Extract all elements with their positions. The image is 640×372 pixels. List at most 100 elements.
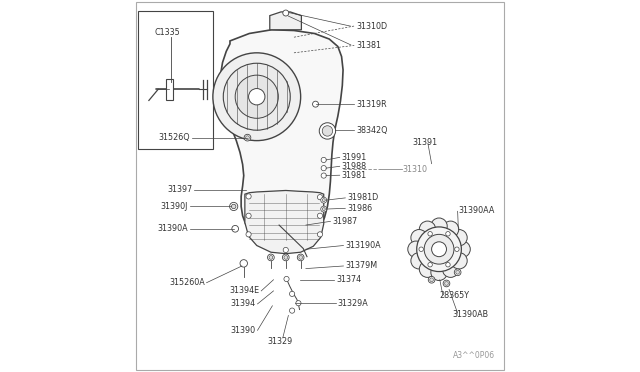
- Circle shape: [451, 230, 467, 246]
- Bar: [138, 11, 213, 149]
- Circle shape: [268, 254, 275, 261]
- Circle shape: [319, 123, 335, 139]
- Text: 31397: 31397: [167, 185, 193, 194]
- Circle shape: [321, 173, 326, 178]
- Circle shape: [284, 256, 287, 259]
- Circle shape: [431, 242, 447, 257]
- Text: 31988: 31988: [342, 162, 367, 171]
- Circle shape: [451, 253, 467, 269]
- Polygon shape: [245, 190, 324, 254]
- Circle shape: [429, 278, 433, 282]
- Circle shape: [411, 253, 428, 269]
- Text: 31319R: 31319R: [356, 100, 387, 109]
- Circle shape: [284, 276, 289, 282]
- Circle shape: [240, 260, 248, 267]
- Circle shape: [428, 276, 435, 283]
- Circle shape: [456, 270, 460, 274]
- Text: 31526Q: 31526Q: [159, 133, 191, 142]
- Polygon shape: [166, 79, 173, 100]
- Circle shape: [296, 301, 301, 306]
- Circle shape: [428, 263, 433, 267]
- Text: 31310D: 31310D: [356, 22, 387, 31]
- Text: 31981: 31981: [342, 171, 367, 180]
- Circle shape: [312, 101, 319, 107]
- Circle shape: [419, 261, 436, 278]
- Circle shape: [322, 126, 333, 136]
- Circle shape: [230, 202, 238, 211]
- Text: 31991: 31991: [342, 153, 367, 162]
- Circle shape: [283, 247, 289, 253]
- Circle shape: [213, 53, 301, 141]
- Text: 31329A: 31329A: [338, 299, 369, 308]
- Circle shape: [317, 195, 323, 200]
- Circle shape: [246, 136, 250, 140]
- Text: 315260A: 315260A: [169, 278, 205, 287]
- Circle shape: [428, 231, 433, 236]
- Circle shape: [322, 199, 325, 202]
- Circle shape: [321, 206, 326, 212]
- Text: 31390J: 31390J: [161, 202, 188, 211]
- Circle shape: [246, 232, 251, 237]
- Circle shape: [317, 213, 323, 218]
- Polygon shape: [270, 12, 301, 30]
- Text: 38342Q: 38342Q: [356, 126, 388, 135]
- Text: 31987: 31987: [332, 217, 358, 226]
- Text: A3^^0P06: A3^^0P06: [452, 351, 495, 360]
- Text: 31390A: 31390A: [157, 224, 188, 233]
- Circle shape: [321, 157, 326, 163]
- Text: 31381: 31381: [356, 41, 381, 50]
- Circle shape: [442, 221, 459, 237]
- Text: 31310: 31310: [403, 165, 428, 174]
- Circle shape: [244, 134, 251, 141]
- Circle shape: [424, 234, 454, 264]
- Circle shape: [235, 75, 278, 118]
- Circle shape: [408, 241, 424, 257]
- Polygon shape: [220, 30, 343, 246]
- Circle shape: [419, 247, 424, 251]
- Text: 31391: 31391: [412, 138, 437, 147]
- Text: 31390AB: 31390AB: [453, 310, 489, 319]
- Circle shape: [246, 194, 251, 199]
- Circle shape: [445, 263, 450, 267]
- Text: 31394: 31394: [230, 299, 255, 308]
- Circle shape: [454, 247, 459, 251]
- Circle shape: [248, 89, 265, 105]
- Circle shape: [431, 264, 447, 280]
- Circle shape: [232, 225, 239, 232]
- Circle shape: [442, 261, 459, 278]
- Text: 31329: 31329: [268, 337, 293, 346]
- Circle shape: [269, 256, 273, 259]
- Circle shape: [411, 230, 428, 246]
- Circle shape: [246, 213, 251, 218]
- Circle shape: [445, 231, 450, 236]
- Circle shape: [283, 10, 289, 16]
- Text: 31374: 31374: [336, 275, 361, 284]
- Circle shape: [282, 254, 289, 261]
- Circle shape: [445, 282, 449, 285]
- Text: 313190A: 313190A: [346, 241, 381, 250]
- Text: 31390: 31390: [230, 326, 255, 335]
- Text: C1335: C1335: [154, 28, 180, 37]
- Circle shape: [322, 208, 325, 211]
- Circle shape: [454, 241, 470, 257]
- Circle shape: [417, 227, 461, 272]
- Circle shape: [317, 232, 323, 237]
- Circle shape: [223, 63, 291, 130]
- Circle shape: [431, 218, 447, 234]
- Text: 31986: 31986: [347, 204, 372, 213]
- Text: 31379M: 31379M: [346, 262, 378, 270]
- Circle shape: [321, 166, 326, 171]
- Circle shape: [419, 221, 436, 237]
- Circle shape: [443, 280, 450, 287]
- Circle shape: [289, 308, 294, 313]
- Text: 31390AA: 31390AA: [458, 206, 495, 215]
- Circle shape: [298, 254, 304, 261]
- Circle shape: [232, 204, 236, 209]
- Text: 31394E: 31394E: [229, 286, 259, 295]
- Circle shape: [289, 291, 294, 296]
- Circle shape: [321, 197, 326, 203]
- Text: 31981D: 31981D: [347, 193, 378, 202]
- Circle shape: [454, 269, 461, 276]
- Text: 28365Y: 28365Y: [440, 291, 470, 300]
- Circle shape: [299, 256, 303, 259]
